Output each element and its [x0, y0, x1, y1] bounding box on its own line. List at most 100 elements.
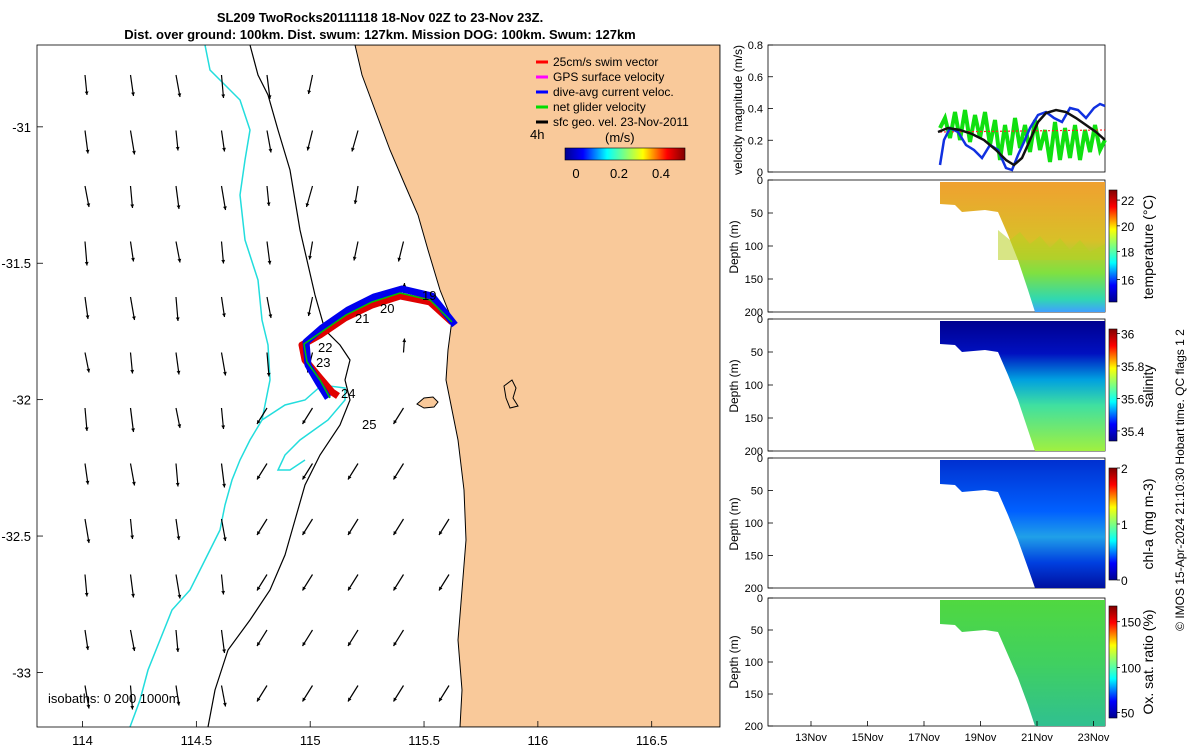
current-arrow-head: [131, 428, 135, 432]
oxygen-section: [940, 600, 1105, 726]
map-x-tick-label: 114.5: [181, 733, 213, 748]
velocity-tick-label: 0: [757, 167, 763, 179]
velocity-tick-label: 0.6: [748, 72, 763, 84]
current-arrow-head: [223, 371, 227, 376]
current-arrow-head: [177, 424, 182, 428]
velocity-black-series: [937, 108, 1106, 167]
time-tick-label: 17Nov: [908, 732, 940, 744]
colorbar-tick-label: 2: [1121, 462, 1128, 476]
current-arrow: [84, 185, 90, 208]
current-arrow: [84, 241, 88, 266]
velocity-blue-series: [938, 102, 1106, 172]
current-arrow: [129, 629, 136, 652]
current-arrow-head: [176, 701, 181, 706]
temperature-label: temperature (°C): [1140, 195, 1156, 299]
current-arrow: [175, 296, 179, 322]
current-arrow: [175, 629, 179, 653]
depth-tick-label: 50: [751, 625, 763, 637]
chla-section: [940, 460, 1105, 588]
time-tick-label: 15Nov: [852, 732, 884, 744]
map-x-tick-label: 115.5: [408, 733, 440, 748]
current-arrow: [129, 574, 135, 598]
current-arrow-head: [302, 475, 306, 480]
current-arrow: [175, 74, 181, 98]
interval-label: 4h: [530, 127, 544, 142]
time-x-ticks: 13Nov 15Nov 17Nov 19Nov 21Nov 23Nov: [795, 721, 1110, 744]
oxygen-colorbar-ticks: 150 100 50: [1117, 616, 1141, 720]
track-day-label: 25: [362, 417, 376, 432]
colorbar-tick-label: 18: [1121, 246, 1135, 260]
current-arrow: [129, 407, 135, 433]
current-arrow-head: [84, 592, 89, 597]
current-arrow-head: [257, 475, 261, 480]
current-arrow-head: [393, 697, 397, 702]
salinity-depth-ticks: 0 50 100 150 200: [745, 314, 773, 458]
current-arrow: [220, 518, 227, 542]
current-arrow-head: [176, 536, 181, 540]
current-arrow-head: [307, 312, 312, 316]
current-arrow-head: [266, 372, 271, 377]
current-arrow-head: [307, 90, 312, 94]
current-arrow-head: [131, 647, 136, 651]
current-arrow-head: [86, 368, 91, 373]
current-arrow-head: [302, 420, 306, 424]
colorbar-tick-label: 22: [1121, 194, 1135, 208]
current-arrow: [266, 74, 271, 100]
current-arrow: [305, 185, 314, 208]
chla-depth-label: Depth (m): [727, 497, 741, 550]
current-arrow-head: [221, 425, 226, 429]
track-day-label: 20: [380, 301, 394, 316]
depth-tick-label: 50: [751, 486, 763, 498]
current-arrow-head: [393, 642, 397, 646]
current-arrow-head: [85, 315, 90, 319]
current-arrow-head: [175, 648, 180, 652]
land-area: [354, 45, 720, 727]
current-arrow-head: [302, 642, 306, 646]
depth-tick-label: 50: [751, 347, 763, 359]
current-arrow-head: [222, 649, 226, 653]
colorbar-tick-label: 0: [1121, 574, 1128, 588]
colorbar-tick-label: 35.4: [1121, 425, 1145, 439]
map-y-tick-label: -31: [12, 120, 31, 135]
salinity-colorbar: [1108, 328, 1118, 442]
current-arrow-head: [302, 531, 306, 535]
track-day-label: 22: [318, 340, 332, 355]
current-arrow-head: [257, 642, 261, 646]
current-arrow-head: [268, 314, 273, 318]
temperature-depth-label: Depth (m): [727, 220, 741, 273]
depth-tick-label: 0: [757, 175, 763, 187]
salinity-colorbar-ticks: 36 35.8 35.6 35.4: [1117, 327, 1145, 439]
temperature-panel: 0 50 100 150 200 Depth (m) 22 20 18 16 temperat…: [727, 175, 1156, 319]
current-arrow: [129, 463, 136, 486]
temperature-colorbar: [1108, 189, 1118, 303]
current-arrow-head: [86, 539, 91, 543]
current-arrow-head: [439, 697, 443, 702]
map-x-tick-label: 116.5: [636, 733, 668, 748]
colorbar-tick-label: 36: [1121, 327, 1135, 341]
current-arrow-head: [176, 205, 181, 209]
salinity-panel: 0 50 100 150 200 Depth (m) 36 35.8 35.6 35.4 sa…: [727, 314, 1156, 458]
colorbar-tick-label: 20: [1121, 220, 1135, 234]
current-arrow-head: [267, 95, 272, 99]
current-arrow-head: [132, 316, 136, 320]
current-arrow: [351, 130, 359, 152]
current-arrow-head: [223, 206, 227, 210]
map-panel: 114 114.5 115 115.5 116 116.5 -31 -31.5 -32 -32.…: [1, 44, 721, 748]
current-arrow-head: [130, 204, 135, 208]
current-arrow-head: [305, 203, 310, 207]
temperature-wave: [998, 230, 1105, 260]
current-arrow-head: [175, 482, 180, 487]
current-arrow-head: [130, 369, 135, 374]
current-arrow-head: [130, 705, 135, 710]
current-arrow-head: [352, 256, 357, 261]
current-arrow: [220, 74, 225, 99]
rottnest-island: [416, 396, 439, 409]
colorbar-tick-label: 100: [1121, 662, 1141, 676]
map-frame: [36, 44, 721, 728]
current-arrow-head: [397, 257, 402, 262]
current-arrow: [175, 463, 179, 487]
velocity-tick-label: 0.2: [748, 135, 763, 147]
oxygen-colorbar: [1108, 605, 1118, 719]
current-arrow-head: [177, 258, 182, 263]
chla-panel: 0 50 100 150 200 Depth (m) 2 1 0 chl-a (mg m-3…: [727, 453, 1156, 595]
